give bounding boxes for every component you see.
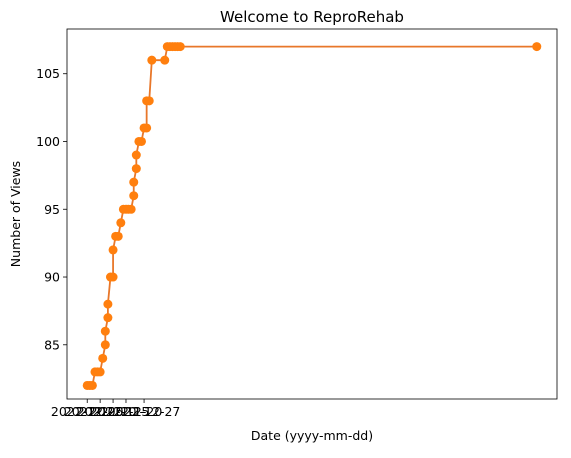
y-tick-label: 105 bbox=[36, 66, 60, 81]
data-point bbox=[95, 367, 105, 377]
y-tick-label: 95 bbox=[44, 202, 60, 217]
chart-title: Welcome to ReproRehab bbox=[220, 8, 404, 26]
data-point bbox=[103, 299, 113, 309]
x-tick-label: 2022-12-10 bbox=[64, 404, 137, 419]
data-point bbox=[175, 42, 185, 52]
x-tick-label: 2022-12-15 bbox=[77, 404, 150, 419]
data-point bbox=[136, 136, 146, 146]
data-point bbox=[126, 204, 136, 214]
plot-area bbox=[66, 28, 558, 400]
data-point bbox=[131, 164, 141, 174]
data-point bbox=[144, 96, 154, 106]
data-point bbox=[113, 231, 123, 241]
data-point bbox=[129, 191, 139, 201]
data-point bbox=[116, 218, 126, 228]
y-tick-label: 100 bbox=[36, 134, 60, 149]
y-tick-label: 90 bbox=[44, 270, 60, 285]
data-point bbox=[103, 313, 113, 323]
data-point bbox=[100, 340, 110, 350]
x-tick-label: 2022-12-27 bbox=[108, 404, 181, 419]
data-point bbox=[100, 326, 110, 336]
y-tick-label: 85 bbox=[44, 337, 60, 352]
data-point bbox=[532, 42, 542, 52]
data-point bbox=[108, 245, 118, 255]
data-point bbox=[108, 272, 118, 282]
data-point bbox=[129, 177, 139, 187]
y-axis: 85 90 95 100 105 bbox=[36, 66, 67, 352]
x-axis-label: Date (yyyy-mm-dd) bbox=[251, 428, 373, 443]
data-point bbox=[131, 150, 141, 160]
x-tick-label: 2022-12-05 bbox=[51, 404, 124, 419]
y-axis-label: Number of Views bbox=[8, 161, 23, 267]
data-point bbox=[98, 353, 108, 363]
data-point bbox=[147, 55, 157, 65]
x-axis: 2022-12-052022-12-102022-12-152022-12-20… bbox=[51, 399, 180, 419]
x-tick-label: 2022-12-20 bbox=[90, 404, 163, 419]
data-point bbox=[160, 55, 170, 65]
series-markers bbox=[82, 42, 542, 390]
data-point bbox=[87, 380, 97, 390]
data-point bbox=[142, 123, 152, 133]
